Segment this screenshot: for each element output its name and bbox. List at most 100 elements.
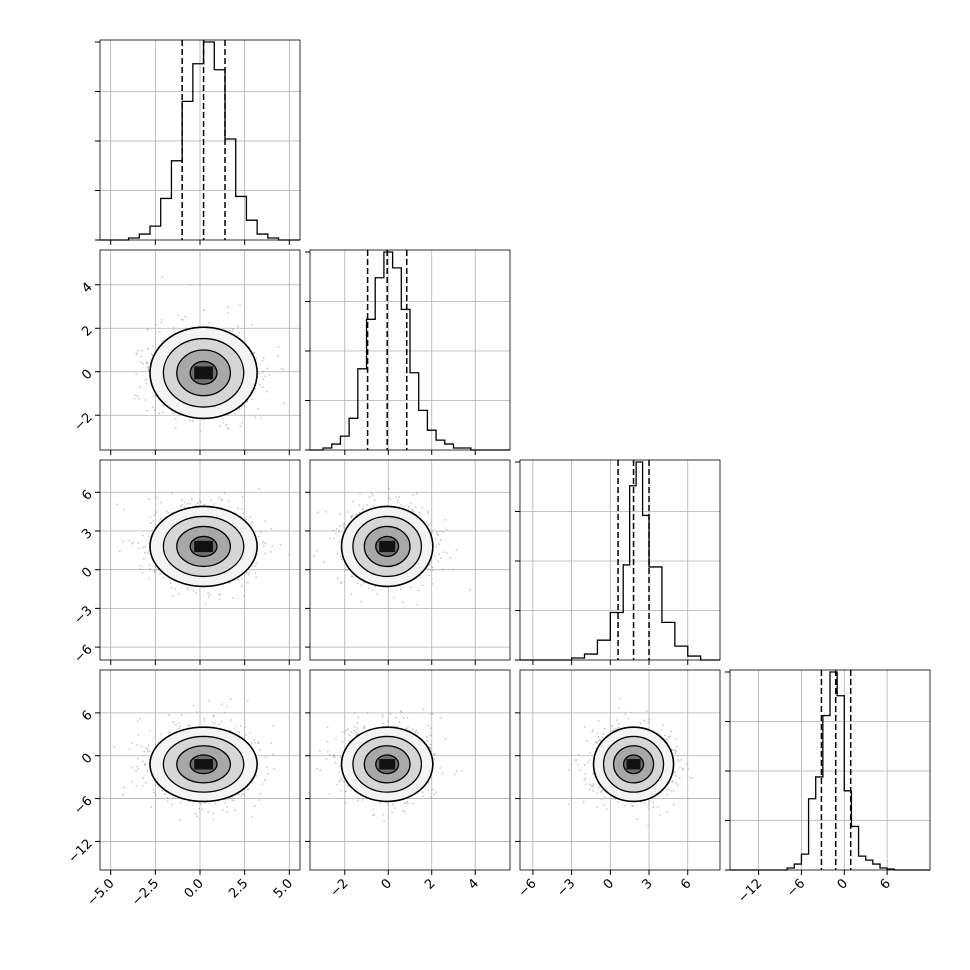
sample-point bbox=[246, 581, 249, 584]
histogram-step-2 bbox=[520, 461, 720, 661]
sample-point bbox=[144, 781, 147, 784]
sample-point bbox=[238, 331, 241, 334]
sample-point bbox=[241, 496, 244, 499]
contour-line bbox=[189, 360, 218, 385]
sample-point bbox=[135, 770, 137, 772]
sample-point bbox=[249, 516, 251, 519]
sample-point bbox=[350, 593, 353, 596]
sample-point bbox=[270, 742, 273, 745]
sample-point bbox=[258, 487, 261, 490]
sample-point bbox=[339, 756, 342, 759]
sample-point bbox=[196, 711, 199, 714]
sample-point bbox=[403, 505, 406, 508]
sample-point bbox=[141, 571, 144, 574]
sample-point bbox=[167, 731, 170, 734]
sample-point bbox=[180, 713, 183, 716]
sample-point bbox=[328, 753, 331, 756]
sample-point bbox=[344, 790, 346, 793]
sample-point bbox=[643, 719, 646, 722]
sample-point bbox=[437, 534, 440, 536]
sample-point bbox=[264, 756, 267, 759]
sample-point bbox=[434, 555, 436, 558]
sample-point bbox=[269, 550, 272, 553]
sample-point bbox=[675, 781, 678, 784]
sample-point bbox=[95, 383, 97, 385]
sample-point bbox=[328, 793, 331, 795]
sample-point bbox=[165, 510, 168, 513]
sample-point bbox=[664, 738, 667, 741]
panel-content bbox=[95, 276, 286, 432]
density-core bbox=[626, 759, 641, 770]
x-tick-label: 3 bbox=[639, 876, 655, 892]
sample-point bbox=[326, 750, 329, 753]
sample-point bbox=[182, 319, 185, 321]
sample-point bbox=[177, 314, 180, 317]
sample-point bbox=[154, 794, 157, 796]
sample-point bbox=[455, 549, 458, 551]
sample-point bbox=[341, 731, 344, 734]
sample-point bbox=[432, 788, 434, 791]
sample-point bbox=[170, 586, 173, 589]
sample-point bbox=[372, 808, 374, 811]
sample-point bbox=[426, 740, 429, 743]
sample-point bbox=[441, 568, 444, 571]
sample-point bbox=[213, 503, 216, 505]
sample-point bbox=[272, 724, 275, 727]
sample-point bbox=[277, 355, 279, 358]
sample-point bbox=[155, 496, 158, 499]
sample-point bbox=[680, 758, 683, 761]
sample-point bbox=[648, 718, 651, 721]
sample-point bbox=[691, 777, 694, 779]
sample-point bbox=[171, 492, 174, 495]
sample-point bbox=[254, 741, 257, 744]
sample-point bbox=[207, 595, 210, 598]
x-tick-label: 6 bbox=[878, 876, 894, 892]
sample-point bbox=[652, 801, 654, 804]
sample-point bbox=[218, 723, 221, 726]
sample-point bbox=[426, 512, 429, 514]
sample-point bbox=[167, 511, 170, 514]
sample-point bbox=[353, 712, 356, 714]
sample-point bbox=[583, 779, 586, 781]
sample-point bbox=[141, 760, 144, 763]
sample-point bbox=[149, 516, 152, 518]
sample-point bbox=[131, 542, 133, 545]
sample-point bbox=[138, 717, 141, 720]
sample-point bbox=[435, 791, 438, 794]
sample-point bbox=[159, 518, 162, 520]
sample-point bbox=[588, 788, 591, 791]
x-tick-label: −2.5 bbox=[129, 876, 162, 909]
sample-point bbox=[636, 817, 639, 820]
sample-point bbox=[254, 805, 256, 807]
sample-point bbox=[344, 801, 347, 804]
sample-point bbox=[261, 359, 264, 362]
sample-point bbox=[172, 797, 175, 799]
sample-point bbox=[319, 749, 321, 752]
sample-point bbox=[168, 714, 171, 716]
sample-point bbox=[159, 733, 162, 736]
sample-point bbox=[223, 492, 226, 495]
sample-point bbox=[429, 523, 432, 525]
panel-frame bbox=[519, 669, 721, 871]
sample-point bbox=[600, 790, 603, 793]
sample-point bbox=[685, 763, 688, 765]
sample-point bbox=[577, 764, 579, 766]
sample-point bbox=[155, 323, 158, 326]
sample-point bbox=[137, 733, 140, 736]
sample-point bbox=[345, 790, 348, 793]
sample-point bbox=[429, 734, 432, 737]
sample-point bbox=[144, 378, 147, 381]
sample-point bbox=[231, 597, 234, 599]
sample-point bbox=[161, 789, 164, 792]
sample-point bbox=[346, 785, 349, 788]
sample-point bbox=[162, 576, 164, 579]
sample-point bbox=[586, 739, 589, 742]
sample-point bbox=[367, 587, 370, 590]
sample-point bbox=[421, 584, 424, 587]
sample-point bbox=[427, 524, 430, 527]
sample-point bbox=[178, 819, 181, 821]
sample-point bbox=[253, 351, 256, 354]
sample-point bbox=[603, 803, 606, 806]
sample-point bbox=[433, 753, 436, 756]
sample-point bbox=[146, 409, 149, 412]
